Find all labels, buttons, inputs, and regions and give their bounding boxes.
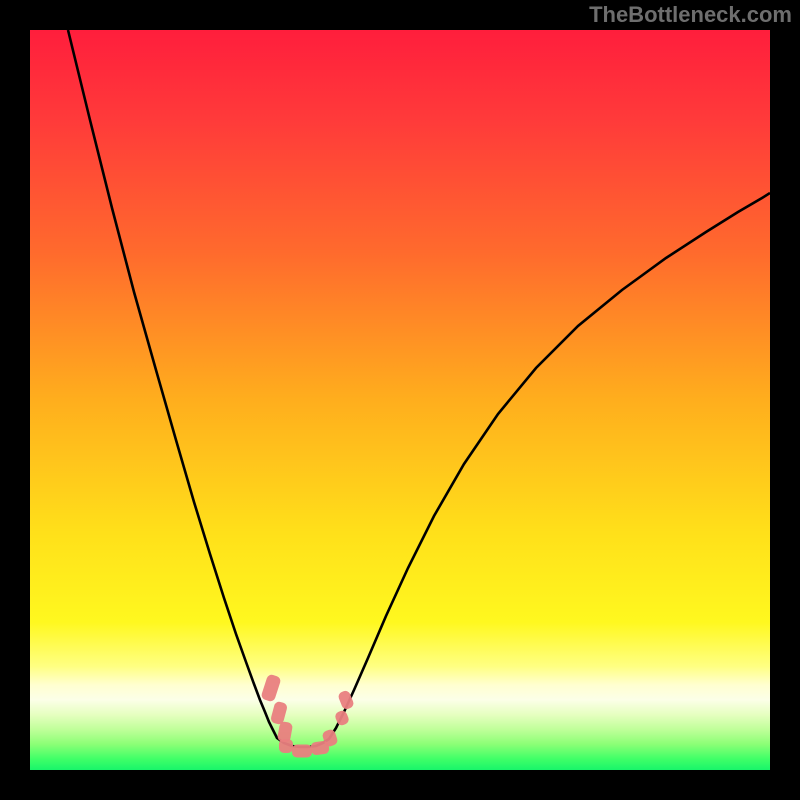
watermark-text: TheBottleneck.com <box>589 2 792 28</box>
plot-background <box>30 30 770 770</box>
data-point-marker <box>279 739 293 753</box>
data-point-marker <box>292 745 312 758</box>
bottleneck-chart <box>0 0 800 800</box>
